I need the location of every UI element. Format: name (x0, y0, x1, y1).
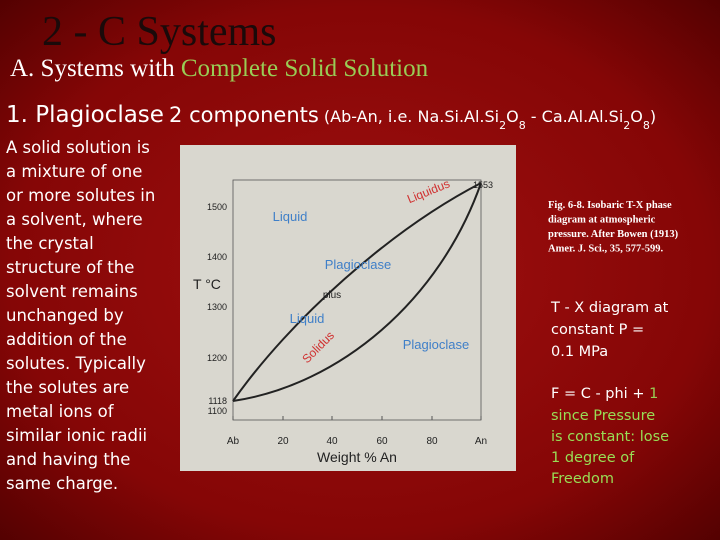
text-line: the crystal (6, 234, 94, 253)
formula-part: O (630, 107, 643, 126)
formula-text: F = C - phi + (551, 386, 644, 402)
text-line: a solvent, where (6, 210, 143, 229)
heading-text: 2 components (169, 103, 319, 127)
text-line: solvent remains (6, 282, 138, 301)
subtitle-highlight: Complete Solid Solution (181, 55, 429, 82)
text-line: Fig. 6-8. Isobaric T-X phase (548, 200, 672, 211)
subscript: 8 (519, 119, 526, 132)
solidus-curve (232, 182, 482, 402)
note-2: since Pressure is constant: lose 1 degree … (551, 408, 669, 487)
formula-part: (Ab-An, i.e. Na.Si.Al.Si (324, 107, 499, 126)
subscript: 2 (499, 119, 506, 132)
y-tick-label: 1400 (207, 252, 227, 262)
formula-part: O (506, 107, 519, 126)
x-tick-label: An (475, 436, 487, 447)
text-line: T - X diagram at (550, 300, 669, 316)
y-tick-label: 1118 (208, 396, 227, 406)
x-tick-label: 20 (277, 436, 289, 447)
region-label: Plagioclase (403, 337, 470, 352)
y-tick-label: 1100 (208, 406, 227, 416)
text-line: the solutes are (6, 378, 129, 397)
title: 2 - C Systems (42, 9, 277, 55)
region-label: plus (323, 290, 341, 301)
liquidus-curve (232, 182, 482, 402)
text-line: pressure. After Bowen (1913) (548, 229, 679, 240)
heading: 1. Plagioclase 2 components (Ab-An, i.e.… (6, 102, 656, 132)
text-line: A solid solution is (6, 138, 150, 157)
y-tick-label: 1500 (207, 202, 227, 212)
subtitle: A. Systems with Complete Solid Solution (10, 55, 429, 82)
region-label: Liquid (273, 209, 308, 224)
text-line: or more solutes in (6, 186, 155, 205)
text-line: Freedom (551, 471, 614, 487)
text-line: structure of the (6, 258, 134, 277)
text-line: 0.1 MPa (551, 344, 608, 360)
text-line: Amer. J. Sci., 35, 577-599. (548, 244, 663, 255)
y-tick-label: 1553 (473, 180, 493, 190)
y-axis-label: T °C (193, 276, 221, 292)
x-tick-label: 80 (426, 436, 438, 447)
x-tick-label: 40 (326, 436, 338, 447)
formula-highlight: 1 (649, 386, 658, 402)
formula-part: - Ca.Al.Al.Si (526, 107, 624, 126)
text-line: similar ionic radii (6, 426, 147, 445)
note-2-formula: F = C - phi + 1 (551, 386, 658, 402)
x-axis-label: Weight % An (317, 449, 397, 465)
text-line: same charge. (6, 474, 118, 493)
text-line: is constant: lose (551, 429, 669, 445)
formula-part: ) (650, 107, 656, 126)
region-label: Plagioclase (325, 257, 392, 272)
plot-frame (232, 179, 482, 421)
subtitle-text: A. Systems with (10, 55, 175, 82)
subscript: 2 (623, 119, 630, 132)
region-label: Liquid (290, 311, 325, 326)
caption: Fig. 6-8. Isobaric T-X phase diagram at a… (548, 200, 679, 255)
text-line: constant P = (551, 322, 644, 338)
y-tick-label: 1300 (207, 302, 227, 312)
text-line: since Pressure (551, 408, 655, 424)
text-line: a mixture of one (6, 162, 142, 181)
heading-formula: (Ab-An, i.e. Na.Si.Al.Si2O8 - Ca.Al.Al.S… (324, 107, 656, 132)
text-line: and having the (6, 450, 130, 469)
text-line: solutes. Typically (6, 354, 146, 373)
body-text: A solid solution is a mixture of one or mo… (6, 138, 155, 493)
subscript: 8 (643, 119, 650, 132)
text-line: unchanged by (6, 306, 124, 325)
text-line: addition of the (6, 330, 127, 349)
text-line: diagram at atmospheric (548, 215, 656, 226)
y-tick-label: 1200 (207, 353, 227, 363)
text-line: metal ions of (6, 402, 115, 421)
figure-background (180, 145, 516, 471)
x-tick-label: Ab (227, 436, 240, 447)
text-line: 1 degree of (551, 450, 635, 466)
heading-number: 1. Plagioclase (6, 102, 164, 128)
x-tick-label: 60 (376, 436, 388, 447)
note-1: T - X diagram at constant P = 0.1 MPa (550, 300, 669, 360)
